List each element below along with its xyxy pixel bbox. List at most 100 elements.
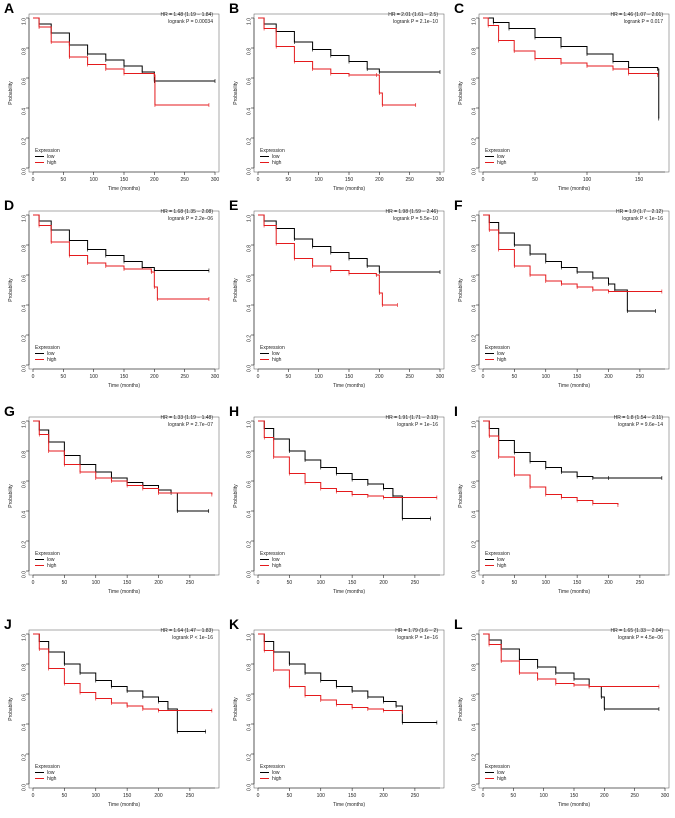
- x-tick-label: 0: [32, 580, 35, 586]
- x-tick-label: 200: [604, 374, 613, 380]
- x-tick-label: 300: [211, 374, 220, 380]
- y-tick-label: 1.0: [22, 634, 28, 641]
- hazard-ratio-text: HR = 1.98 (1.59 − 2.46): [385, 209, 438, 215]
- x-tick-label: 50: [62, 580, 68, 586]
- y-tick-label: 0.4: [22, 305, 28, 312]
- y-tick-label: 0.2: [247, 541, 253, 548]
- y-tick-label: 0.8: [247, 48, 253, 55]
- legend-title: Expression: [485, 148, 510, 154]
- x-tick-label: 150: [345, 177, 354, 183]
- y-tick-label: 0.0: [472, 168, 478, 175]
- x-tick-label: 150: [570, 793, 579, 799]
- logrank-p-text: logrank P = 4.5e−06: [618, 635, 663, 641]
- logrank-p-text: logrank P = 9.6e−14: [618, 422, 663, 428]
- y-tick-label: 1.0: [22, 18, 28, 25]
- y-tick-label: 0.8: [22, 245, 28, 252]
- panel-label: G: [4, 403, 15, 419]
- x-tick-label: 50: [511, 793, 517, 799]
- x-axis-title: Time (months): [558, 186, 590, 192]
- x-tick-label: 100: [314, 177, 323, 183]
- y-tick-label: 1.0: [472, 215, 478, 222]
- panel-label: H: [229, 403, 239, 419]
- x-tick-label: 150: [573, 580, 582, 586]
- panel-label: A: [4, 0, 14, 16]
- y-tick-label: 0.6: [472, 78, 478, 85]
- legend-label-high: high: [497, 357, 507, 363]
- survival-curve-high: [483, 633, 659, 687]
- x-tick-label: 50: [61, 374, 67, 380]
- y-axis-title: Probability: [233, 81, 239, 105]
- x-tick-label: 200: [379, 793, 388, 799]
- x-tick-label: 0: [32, 793, 35, 799]
- x-tick-label: 150: [348, 793, 357, 799]
- legend-label-high: high: [272, 160, 282, 166]
- x-tick-label: 150: [123, 580, 132, 586]
- y-tick-label: 0.2: [22, 138, 28, 145]
- y-tick-label: 1.0: [247, 634, 253, 641]
- hazard-ratio-text: HR = 1.64 (1.47 − 1.83): [160, 628, 213, 634]
- y-tick-label: 0.6: [472, 694, 478, 701]
- legend-label-high: high: [272, 357, 282, 363]
- x-tick-label: 0: [32, 177, 35, 183]
- legend-label-low: low: [47, 154, 55, 160]
- panel-label: J: [4, 616, 12, 632]
- survival-curve-high: [483, 420, 619, 505]
- legend-label-high: high: [497, 160, 507, 166]
- survival-curve-low: [258, 214, 440, 273]
- x-tick-label: 100: [542, 580, 551, 586]
- y-tick-label: 0.2: [472, 541, 478, 548]
- survival-curve-low: [258, 633, 437, 723]
- x-tick-label: 100: [89, 374, 98, 380]
- y-tick-label: 0.2: [22, 754, 28, 761]
- y-tick-label: 1.0: [247, 421, 253, 428]
- panel-label: C: [454, 0, 464, 16]
- x-tick-label: 50: [287, 580, 293, 586]
- x-tick-label: 250: [636, 374, 645, 380]
- y-tick-label: 1.0: [247, 18, 253, 25]
- x-tick-label: 100: [317, 793, 326, 799]
- x-tick-label: 250: [411, 580, 420, 586]
- y-tick-label: 0.0: [22, 365, 28, 372]
- x-tick-label: 100: [314, 374, 323, 380]
- y-tick-label: 0.2: [247, 335, 253, 342]
- legend-label-high: high: [497, 563, 507, 569]
- logrank-p-text: logrank P = 1e−16: [397, 635, 438, 641]
- x-tick-label: 150: [635, 177, 644, 183]
- x-tick-label: 0: [482, 374, 485, 380]
- y-tick-label: 0.2: [22, 335, 28, 342]
- x-tick-label: 200: [604, 580, 613, 586]
- x-tick-label: 250: [186, 793, 195, 799]
- x-tick-label: 0: [257, 793, 260, 799]
- legend-label-low: low: [272, 351, 280, 357]
- x-tick-label: 0: [257, 177, 260, 183]
- x-axis-title: Time (months): [108, 802, 140, 808]
- y-tick-label: 0.4: [247, 305, 253, 312]
- survival-curve-high: [258, 214, 398, 306]
- x-tick-label: 50: [532, 177, 538, 183]
- x-tick-label: 150: [120, 177, 129, 183]
- km-panel-h: H 0 50 100 150 200 250 0.0 0.2 0.4 0.6 0.8 1.0 Time (…: [229, 403, 445, 595]
- y-tick-label: 0.8: [472, 451, 478, 458]
- legend-label-high: high: [47, 160, 57, 166]
- y-axis-title: Probability: [233, 697, 239, 721]
- x-tick-label: 150: [120, 374, 129, 380]
- legend-label-low: low: [272, 154, 280, 160]
- y-tick-label: 0.4: [472, 511, 478, 518]
- y-axis-title: Probability: [233, 484, 239, 508]
- y-tick-label: 0.0: [22, 168, 28, 175]
- logrank-p-text: logrank P = 2.2e−06: [168, 216, 213, 222]
- y-tick-label: 0.8: [22, 48, 28, 55]
- survival-curve-low: [33, 420, 209, 512]
- y-axis-title: Probability: [8, 278, 14, 302]
- panel-label: E: [229, 197, 238, 213]
- y-tick-label: 0.6: [22, 78, 28, 85]
- x-tick-label: 150: [345, 374, 354, 380]
- y-tick-label: 0.6: [22, 481, 28, 488]
- logrank-p-text: logrank P = 5.5e−10: [393, 216, 438, 222]
- survival-curve-high: [483, 214, 662, 292]
- x-tick-label: 0: [257, 374, 260, 380]
- x-tick-label: 250: [405, 177, 414, 183]
- y-tick-label: 0.4: [247, 108, 253, 115]
- y-tick-label: 0.6: [247, 481, 253, 488]
